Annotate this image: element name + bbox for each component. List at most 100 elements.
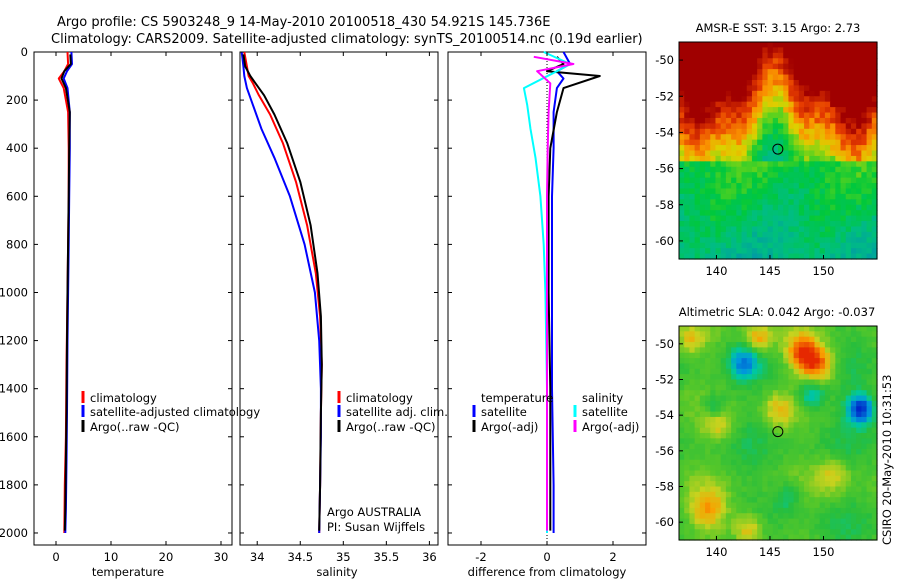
sla-cell [736,523,743,530]
sst-cell [788,90,795,97]
sst-cell [689,215,696,222]
sla-cell [798,454,805,461]
sla-cell [840,486,847,493]
sla-cell [679,486,685,493]
sst-cell [840,161,847,168]
sst-cell [751,85,758,92]
sla-cell [788,507,795,514]
sla-cell [835,438,842,445]
sla-cell [684,331,691,338]
sla-cell [778,379,784,386]
sla-cell [861,379,868,386]
sla-cell [783,326,790,332]
sla-cell [705,518,711,525]
sla-cell [705,395,711,402]
sla-cell [689,347,696,354]
sla-cell [736,406,743,413]
sla-cell [715,326,722,332]
sst-cell [741,85,748,92]
sla-cell [725,449,732,455]
sst-cell [835,231,842,238]
sla-cell [871,363,878,370]
sla-cell [866,368,873,375]
sst-cell [830,145,836,152]
sst-cell [679,215,685,222]
sla-cell [731,326,737,332]
sla-cell [731,438,737,445]
sla-cell [835,358,842,365]
sst-cell [793,150,800,157]
sst-map-ticks: 140 145 150-50-52-54-56-58-60 [655,53,834,278]
sla-cell [798,384,805,391]
sst-cell [856,231,862,238]
sst-cell [850,63,857,70]
sst-cell [830,177,836,184]
sla-cell [819,406,826,413]
sla-cell [804,523,810,530]
sla-cell [778,513,784,520]
sst-map-panel: AMSR-E SST: 3.15 Argo: 2.73 140 145 150-50… [655,21,878,278]
sla-cell [684,363,691,370]
sst-cell [778,85,784,92]
sst-cell [793,210,800,217]
sst-cell [835,96,842,103]
sla-cell [705,416,711,423]
sst-cell [830,226,836,233]
sla-cell [804,470,810,477]
sla-cell [725,368,732,375]
sst-cell [809,145,816,152]
sla-cell [861,416,868,423]
sla-cell [705,459,711,466]
sla-cell [694,465,701,472]
sst-cell [699,85,706,92]
sst-cell [679,242,685,249]
sla-cell [684,358,691,365]
sst-cell [684,177,691,184]
sla-cell [861,400,868,407]
sla-cell [715,523,722,530]
sla-cell [861,518,868,525]
sst-cell [778,79,784,86]
sla-cell [866,358,873,365]
sst-cell [710,145,717,152]
sst-cell [840,231,847,238]
sla-cell [684,502,691,509]
sst-cell [793,226,800,233]
sst-cell [725,166,732,173]
sla-cell [814,481,821,488]
sst-cell [725,63,732,70]
sla-cell [840,379,847,386]
sla-cell [866,422,873,429]
sst-cell [830,161,836,168]
sla-cell [757,481,763,488]
sst-cell [762,221,769,228]
sla-cell [783,523,790,530]
sst-cell [731,101,737,108]
sla-cell [788,438,795,445]
sst-cell [715,215,722,222]
sla-cell [715,497,722,504]
sst-cell [856,69,862,76]
sst-cell [772,107,779,114]
sst-cell [762,242,769,249]
sst-cell [778,248,784,255]
sla-cell [689,529,696,536]
sst-cell [720,112,727,119]
sla-cell [819,347,826,354]
sst-cell [710,242,717,249]
sst-cell [804,155,810,162]
sst-cell [705,161,711,168]
sst-cell [772,226,779,233]
sla-cell [689,422,696,429]
sst-cell [751,63,758,70]
sst-cell [736,199,743,206]
sla-cell [871,416,878,423]
sla-cell [762,465,769,472]
sla-cell [845,513,852,520]
sst-cell [856,204,862,211]
sla-cell [772,486,779,493]
sst-cell [772,231,779,238]
sst-cell [783,237,790,244]
sla-cell [767,358,774,365]
sla-cell [871,352,878,359]
